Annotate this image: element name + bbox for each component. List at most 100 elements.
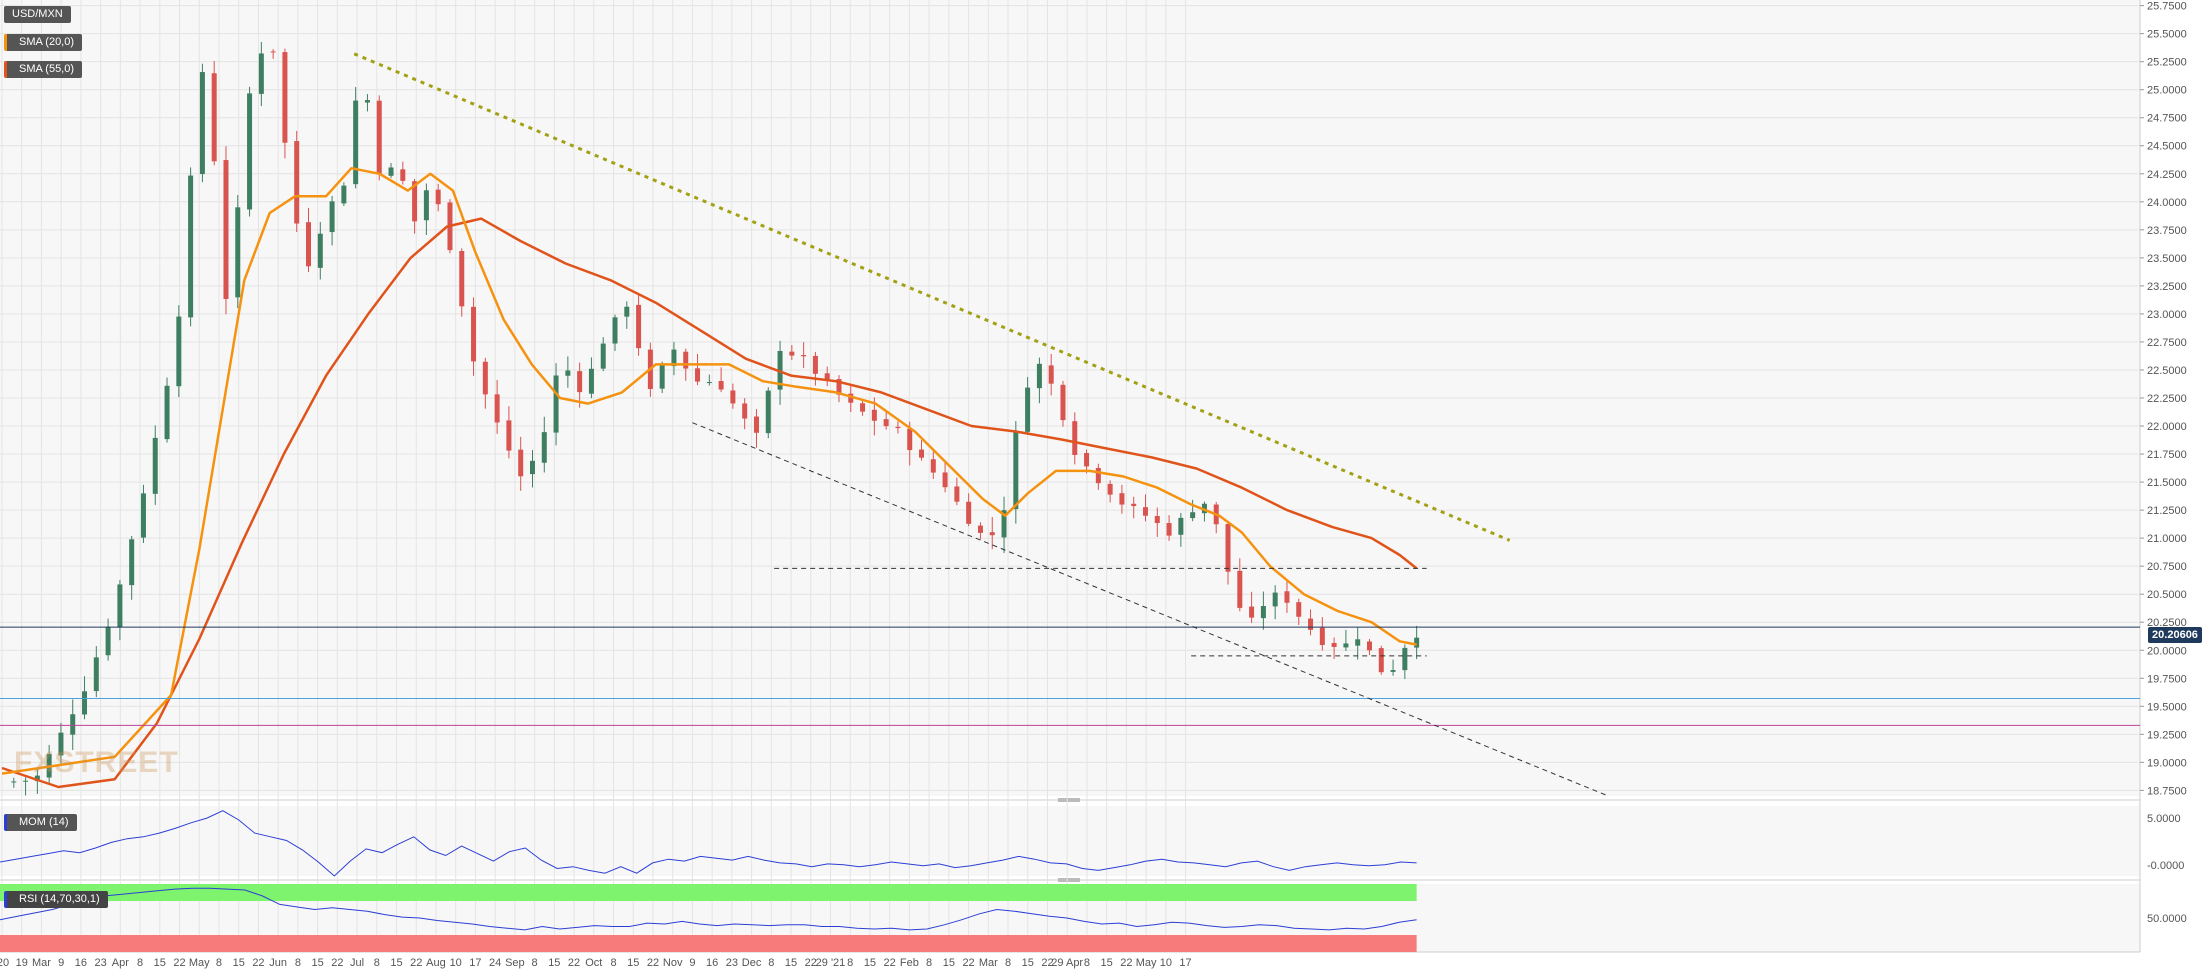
y-tick-label: 25.5000 xyxy=(2147,29,2187,41)
candle-body xyxy=(883,419,889,427)
candle-body xyxy=(1308,618,1314,630)
candle-body xyxy=(1378,648,1384,673)
sma20-tag[interactable]: SMA (20,0) xyxy=(4,34,83,51)
x-tick-label: Nov xyxy=(663,957,683,969)
y-tick-label: 25.7500 xyxy=(2147,1,2187,13)
x-tick-label: 22 xyxy=(884,957,896,969)
candle-body xyxy=(93,657,99,692)
candle-body xyxy=(105,626,111,656)
candle-body xyxy=(482,361,488,395)
candle-body xyxy=(683,351,689,369)
candle-body xyxy=(270,51,276,53)
x-tick-label: 15 xyxy=(233,957,245,969)
x-tick-label: 10 xyxy=(450,957,462,969)
candle-body xyxy=(742,403,748,419)
x-tick-label: Mar xyxy=(979,957,998,969)
x-tick-label: 15 xyxy=(1022,957,1034,969)
candle-body xyxy=(919,449,925,458)
candle-body xyxy=(860,403,866,412)
y-tick-label: 19.2500 xyxy=(2147,729,2187,741)
x-tick-label: 24 xyxy=(489,957,501,969)
x-tick-label: 8 xyxy=(374,957,380,969)
x-tick-label: Jun xyxy=(269,957,287,969)
resistance-trendline xyxy=(353,52,1511,542)
x-tick-label: 15 xyxy=(785,957,797,969)
candle-body xyxy=(1178,517,1184,535)
candle-body xyxy=(1084,452,1090,467)
x-tick-label: 8 xyxy=(532,957,538,969)
candle-body xyxy=(577,371,583,393)
support-trendline xyxy=(692,422,1609,797)
y-tick-label: 25.2500 xyxy=(2147,57,2187,69)
candle-body xyxy=(129,539,135,586)
candle-body xyxy=(895,426,901,429)
candle-body xyxy=(117,584,123,628)
y-tick-label: 24.5000 xyxy=(2147,141,2187,153)
y-tick-label: 24.2500 xyxy=(2147,169,2187,181)
x-tick-label: 10 xyxy=(1160,957,1172,969)
y-tick-label: 20.2500 xyxy=(2147,617,2187,629)
rsi-tag[interactable]: RSI (14,70,30,1) xyxy=(4,891,108,908)
mom-y-tick-label: 5.0000 xyxy=(2147,813,2181,825)
x-tick-label: 15 xyxy=(1101,957,1113,969)
candle-body xyxy=(730,390,736,404)
x-tick-label: 17 xyxy=(469,957,481,969)
x-tick-label: 22 xyxy=(962,957,974,969)
candle-body xyxy=(907,428,913,451)
y-tick-label: 20.7500 xyxy=(2147,561,2187,573)
x-tick-label: 9 xyxy=(58,957,64,969)
momentum-line xyxy=(0,810,1417,877)
candle-body xyxy=(836,379,842,395)
candle-body xyxy=(294,141,300,224)
candle-body xyxy=(871,409,877,421)
candle-body xyxy=(188,175,194,318)
mom-tag[interactable]: MOM (14) xyxy=(4,814,77,831)
x-tick-label: 22 xyxy=(568,957,580,969)
symbol-label: USD/MXN xyxy=(12,8,63,20)
candle-body xyxy=(506,420,512,451)
candle-body xyxy=(152,437,158,494)
candle-body xyxy=(23,780,29,782)
candle-body xyxy=(211,73,217,162)
y-tick-label: 20.5000 xyxy=(2147,589,2187,601)
y-tick-label: 23.2500 xyxy=(2147,281,2187,293)
panel-resize-handle-1 xyxy=(1058,878,1080,882)
x-tick-label: 8 xyxy=(1084,957,1090,969)
candle-body xyxy=(529,460,535,475)
candle-body xyxy=(942,472,948,488)
rsi-overbought-zone xyxy=(0,884,1417,901)
candle-body xyxy=(1284,591,1290,603)
y-tick-label: 21.2500 xyxy=(2147,505,2187,517)
sma55-tag[interactable]: SMA (55,0) xyxy=(4,61,83,78)
x-tick-label: 8 xyxy=(610,957,616,969)
x-tick-label: 8 xyxy=(216,957,222,969)
x-tick-label: 15 xyxy=(864,957,876,969)
candle-body xyxy=(753,416,759,433)
candle-body xyxy=(989,532,995,536)
candle-body xyxy=(329,201,335,233)
candle-body xyxy=(1025,387,1031,432)
candle-body xyxy=(1272,592,1278,607)
x-tick-label: 22 xyxy=(805,957,817,969)
x-tick-label: 15 xyxy=(627,957,639,969)
symbol-tag[interactable]: USD/MXN xyxy=(4,6,71,23)
panel-background-1 xyxy=(0,806,2140,876)
x-tick-label: 22 xyxy=(173,957,185,969)
x-tick-label: 8 xyxy=(295,957,301,969)
candle-body xyxy=(824,373,830,380)
sma20-label: SMA (20,0) xyxy=(19,36,75,48)
candle-body xyxy=(82,691,88,715)
candle-body xyxy=(541,432,547,463)
candle-body xyxy=(1237,570,1243,608)
candle-body xyxy=(588,368,594,394)
candle-body xyxy=(388,167,394,176)
candle-body xyxy=(977,525,983,533)
candle-body xyxy=(1296,602,1302,617)
x-tick-label: Dec xyxy=(742,957,762,969)
y-tick-label: 22.0000 xyxy=(2147,421,2187,433)
candle-body xyxy=(435,189,441,205)
candle-body xyxy=(1249,606,1255,618)
candle-body xyxy=(930,459,936,473)
x-tick-label: 15 xyxy=(154,957,166,969)
